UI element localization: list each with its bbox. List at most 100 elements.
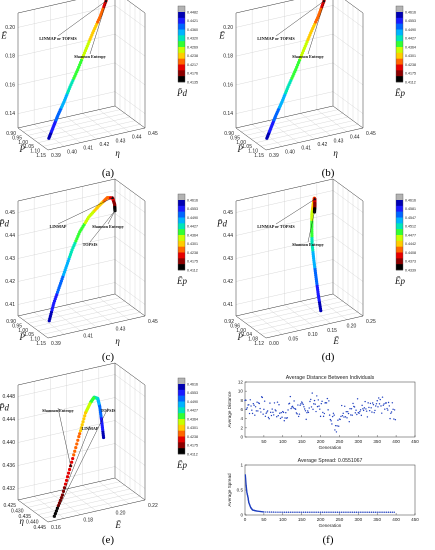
colorbar-label: Ēp [176,460,187,470]
annotation-label: LINMAP or TOPSIS [257,36,295,41]
z-tick-label: 0.45 [5,210,15,216]
data-point [268,418,270,420]
data-point [381,396,384,398]
data-point [295,412,298,414]
y-tick-label: 0.5 [237,488,244,493]
data-point [279,412,281,414]
colorbar-segment [178,12,185,19]
colorbar-segment [178,70,185,77]
axis-edge [114,477,146,501]
data-point [349,407,351,410]
colorbar-tick-label: 0.4408 [405,251,416,255]
x-tick-label: 0.95 [12,135,22,141]
data-point [267,416,270,419]
gridline [245,301,344,324]
colorbar-tick-label: 0.4301 [187,426,198,430]
colorbar-tick-label: 0.4512 [405,225,416,229]
axis-edge [114,293,146,317]
plot-title: Average Distance Between Individuals [286,375,375,381]
data-point [325,402,328,404]
data-point [276,511,278,513]
data-point [250,405,252,407]
colorbar-tick-label: 0.4553 [187,207,198,211]
data-point [368,406,370,409]
y-tick-label: 0.41 [301,146,311,152]
data-point [328,400,330,402]
x-tick-label: 1.00 [236,328,246,334]
data-point [258,402,261,405]
colorbar-segment [178,424,185,431]
data-point [343,416,345,418]
data-point [368,511,371,513]
colorbar-tick-label: 0.4238 [187,54,198,58]
annotation-arrow [89,210,116,243]
data-point [63,482,68,486]
colorbar-tick-label: 0.4421 [187,19,198,23]
x-tick-label: 0.90 [224,131,234,137]
y-tick-label: 0.22 [148,503,158,509]
data-point [254,414,256,416]
data-point [273,402,276,404]
axis-edge [235,105,334,129]
y-tick-label: 0.45 [148,131,158,137]
data-point [59,496,64,500]
data-point [61,489,66,493]
x-tick-label: 1.15 [254,153,264,159]
data-point [78,432,82,436]
data-point [389,511,392,513]
data-point [362,409,365,412]
annotation-arrow [54,407,109,517]
colorbar-segment [396,47,403,54]
x-axis-label: P̄ [237,144,244,154]
data-point [344,511,346,513]
panel-e: 0.4320.4360.4400.4440.448P̄d0.4250.4300.… [0,362,198,531]
data-point [245,480,247,482]
data-point [304,511,307,513]
data-point [304,410,307,412]
z-tick-label: 0.44 [5,233,15,239]
y-tick-label: 0.45 [148,319,158,325]
axis-edge [47,315,146,339]
panel-a: 0.14 0.16 0.18 0.20Ē 0.900.951.001.051.101.1… [0,0,198,159]
data-point [300,401,303,403]
data-point [320,402,323,405]
y-tick-label: 0.39 [269,153,279,159]
data-point [248,404,250,406]
data-point [245,479,247,481]
x-tick-label: 1.10 [248,149,258,155]
x-tick-label: 0.435 [18,514,31,520]
data-point [310,398,312,401]
data-point [325,511,327,513]
y-tick-label: 0.43 [116,326,126,332]
y-tick-label: 0.42 [100,142,110,148]
x-tick-label: 0.95 [12,323,22,329]
z-axis-label: Ē [218,30,225,40]
data-point [287,511,290,513]
x-tick-label: 150 [298,517,306,522]
data-point [365,511,367,513]
data-point [245,482,247,484]
z-tick-label: 0.43 [5,256,15,262]
colorbar-frame [395,193,404,271]
colorbar-tick-label: 0.4135 [187,80,198,84]
data-point [291,405,294,408]
data-point [326,397,329,400]
annotation-label: Shannon Entropy [292,54,325,59]
data-point [333,511,335,513]
colorbar-tick-label: 0.4442 [405,242,416,246]
x-tick-label: 400 [392,517,400,522]
data-point [351,511,354,513]
z-tick-label: 0.432 [2,486,15,492]
data-point [299,404,301,406]
axis-edge [47,127,146,151]
data-point [360,414,363,417]
x-tick-label: 1.00 [236,140,246,146]
colorbar-tick-label: 0.4301 [187,242,198,246]
data-point [293,400,295,402]
axis-edge [17,362,116,386]
annotation-arrow [275,0,325,37]
data-point [244,474,247,476]
panel-d: 0.41 0.42 0.43 0.44 0.45 P̄d 0.920.961.001.041… [216,178,416,347]
z-axis-label: Ē [0,30,7,40]
y-tick-label: 10 [238,389,244,394]
